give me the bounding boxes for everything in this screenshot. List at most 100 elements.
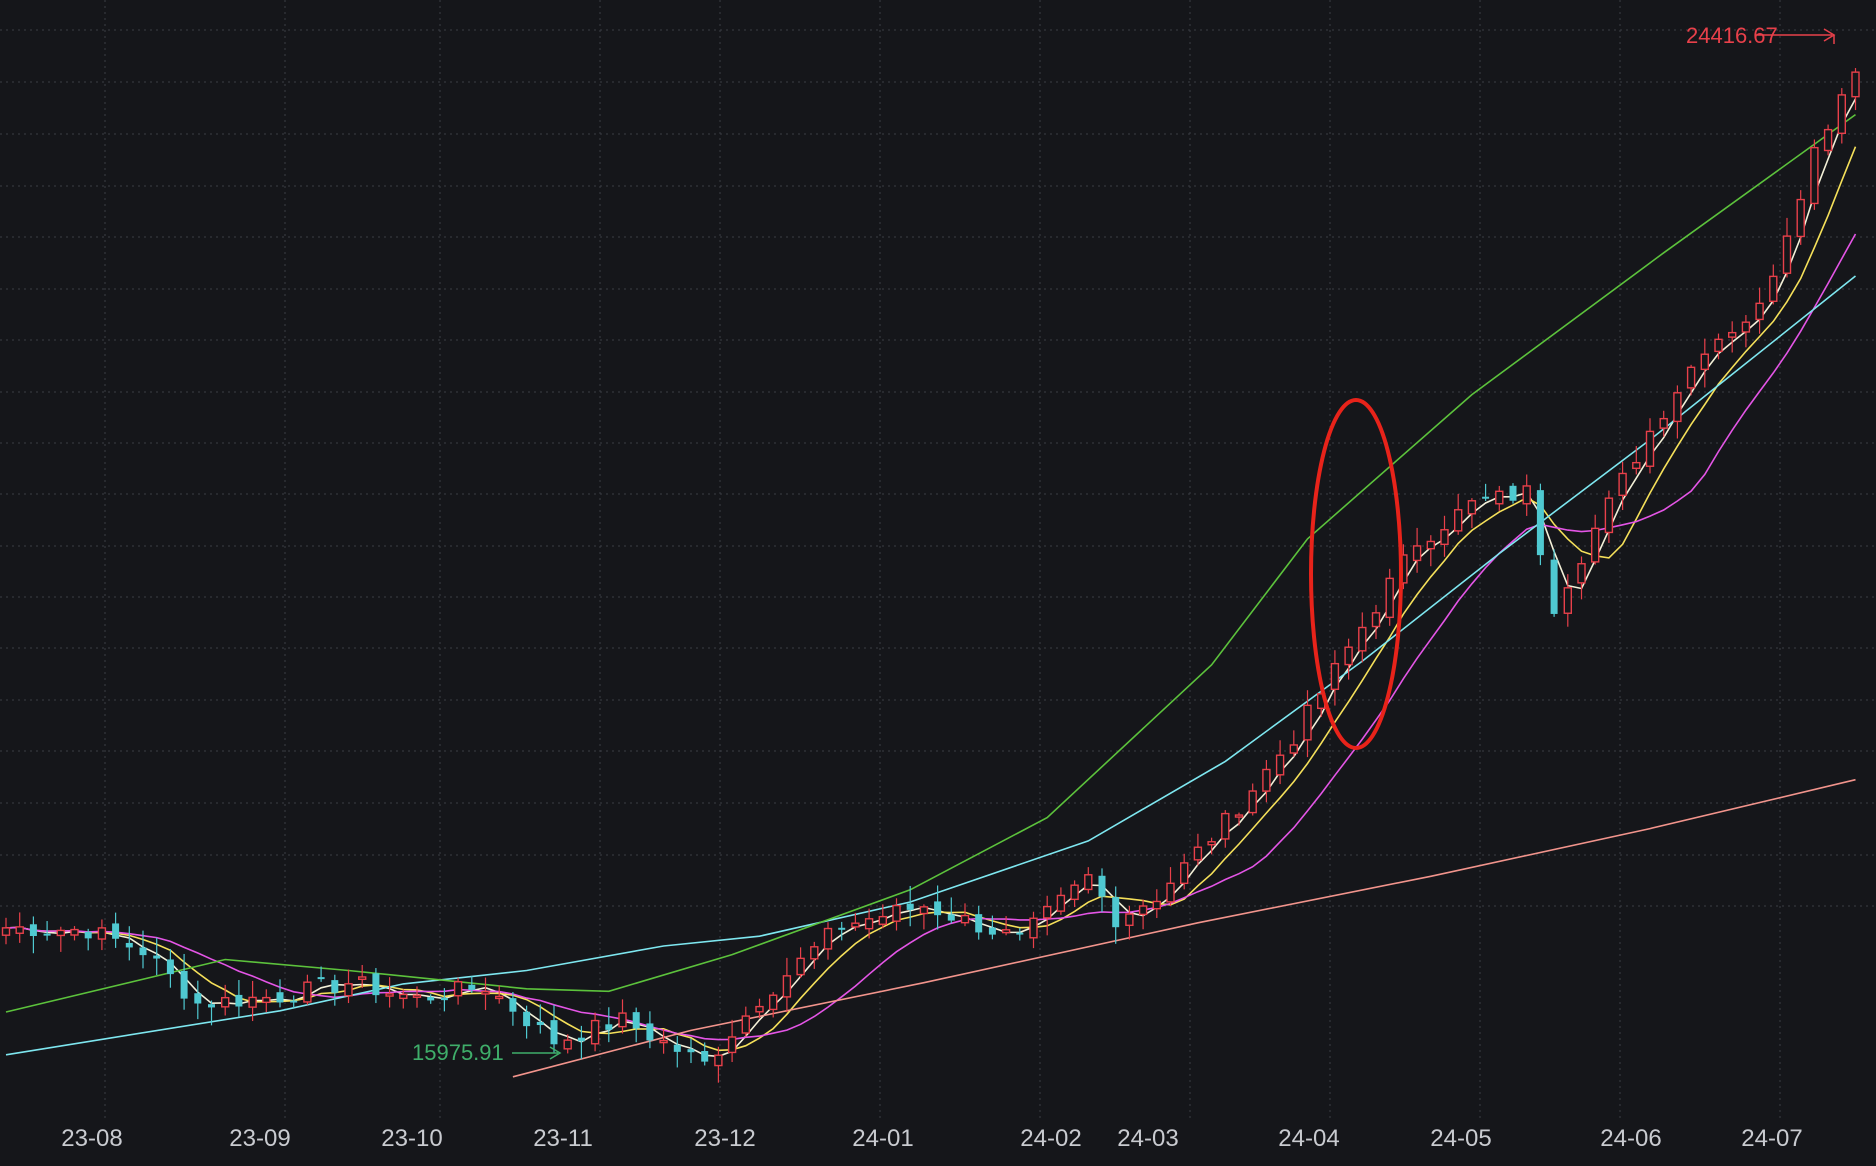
candle-body-up xyxy=(960,914,970,924)
candle-body-down xyxy=(509,998,517,1012)
candle-body-up xyxy=(1166,882,1175,903)
candle-body-up xyxy=(810,946,819,960)
candle-body-down xyxy=(838,927,846,930)
candle-body-down xyxy=(317,977,325,980)
candle-body-up xyxy=(1782,235,1792,274)
candle-body-down xyxy=(988,927,996,935)
candle-body-up xyxy=(1686,366,1696,389)
candle-body-up xyxy=(56,929,65,937)
candle-body-up xyxy=(1796,198,1805,238)
candle-body-up xyxy=(1741,321,1751,333)
candle-body-up xyxy=(1358,626,1367,652)
x-tick-label: 24-07 xyxy=(1741,1125,1802,1152)
candle-body-down xyxy=(550,1020,558,1045)
candle-body-up xyxy=(1727,331,1737,338)
candle-body-down xyxy=(427,997,435,1001)
candle-body-up xyxy=(1577,563,1586,584)
candle-body-down xyxy=(673,1044,681,1052)
highlight-ellipse xyxy=(1309,398,1403,750)
candles xyxy=(1,68,1860,1083)
ma20-line xyxy=(5,233,1857,1041)
candle-body-up xyxy=(358,976,367,980)
candle-body-up xyxy=(1495,490,1504,505)
candle-body-down xyxy=(1098,875,1106,897)
candle-body-up xyxy=(1125,913,1134,927)
candle-body-up xyxy=(590,1019,600,1045)
candle-body-down xyxy=(536,1021,544,1026)
candle-body-up xyxy=(1645,430,1655,467)
candle-body-up xyxy=(1426,540,1436,550)
candle-body-up xyxy=(1700,353,1710,371)
candle-body-up xyxy=(659,1039,668,1044)
candle-body-down xyxy=(947,914,955,921)
ma250-line xyxy=(512,778,1856,1078)
candle-body-up xyxy=(1590,527,1600,563)
candle-body-up xyxy=(851,922,860,928)
candle-body-up xyxy=(1042,905,1052,919)
candle-body-up xyxy=(1289,744,1299,754)
candle-body-down xyxy=(934,901,942,916)
candle-body-down xyxy=(1016,932,1024,935)
candle-body-up xyxy=(1755,302,1764,321)
candle-body-up xyxy=(412,994,422,998)
candle-body-up xyxy=(1303,704,1312,741)
candle-body-up xyxy=(1221,812,1230,840)
candle-body-down xyxy=(1482,496,1490,499)
ma10-line xyxy=(5,146,1857,1052)
candle-body-up xyxy=(919,906,929,915)
candle-body-down xyxy=(975,914,983,933)
candle-body-up xyxy=(1673,392,1682,423)
candle-body-up xyxy=(1330,662,1340,691)
x-tick-label: 24-06 xyxy=(1600,1125,1661,1152)
candle-body-up xyxy=(1152,900,1162,910)
candle-body-up xyxy=(1056,894,1066,912)
candle-body-down xyxy=(440,997,448,1001)
candle-body-up xyxy=(385,993,394,997)
candle-body-down xyxy=(1112,897,1120,928)
x-tick-label: 23-11 xyxy=(533,1125,593,1152)
candle-body-up xyxy=(1453,509,1463,532)
candle-body-up xyxy=(727,1036,737,1054)
x-tick-label: 24-02 xyxy=(1020,1125,1081,1152)
candle-body-up xyxy=(1275,754,1285,776)
x-tick-label: 24-05 xyxy=(1430,1125,1491,1152)
x-axis: 23-08 23-09 23-10 23-11 23-12 24-01 24-0… xyxy=(61,1125,1802,1152)
candle-body-up xyxy=(1632,461,1641,470)
candle-body-up xyxy=(1234,814,1244,818)
candle-body-up xyxy=(714,1054,723,1067)
x-tick-label: 24-04 xyxy=(1278,1125,1339,1152)
candle-body-down xyxy=(194,993,202,1004)
candle-body-down xyxy=(331,980,339,993)
low-annotation: 15975.91 xyxy=(412,1040,504,1065)
x-tick-label: 24-03 xyxy=(1117,1125,1178,1152)
candle-body-up xyxy=(495,995,504,1000)
candle-body-down xyxy=(605,1024,613,1030)
candle-body-up xyxy=(769,994,778,1011)
candle-body-down xyxy=(235,994,243,1007)
candle-body-down xyxy=(1550,559,1558,614)
x-tick-label: 24-01 xyxy=(852,1125,913,1152)
candle-body-up xyxy=(1769,275,1778,302)
candle-body-up xyxy=(399,993,408,1000)
candle-body-up xyxy=(1440,529,1449,546)
x-tick-label: 23-08 xyxy=(61,1125,122,1152)
candle-body-down xyxy=(29,924,37,937)
candle-body-up xyxy=(1138,905,1148,916)
candle-body-up xyxy=(618,1012,627,1028)
candle-body-up xyxy=(1522,485,1531,505)
candle-body-up xyxy=(1837,94,1847,134)
candle-body-up xyxy=(1467,500,1477,515)
candle-body-up xyxy=(796,957,805,976)
candle-body-up xyxy=(741,1015,750,1034)
candle-body-up xyxy=(1412,545,1422,562)
candle-body-up xyxy=(262,996,271,1004)
candle-body-up xyxy=(1714,338,1723,353)
candle-body-up xyxy=(878,915,887,925)
candle-body-up xyxy=(303,981,312,1003)
low-arrow-head xyxy=(549,1046,562,1060)
candle-body-up xyxy=(1179,862,1189,885)
candle-body-down xyxy=(632,1012,640,1029)
x-tick-label: 23-12 xyxy=(694,1125,755,1152)
candle-body-up xyxy=(1659,417,1668,429)
candle-body-down xyxy=(276,992,284,1003)
